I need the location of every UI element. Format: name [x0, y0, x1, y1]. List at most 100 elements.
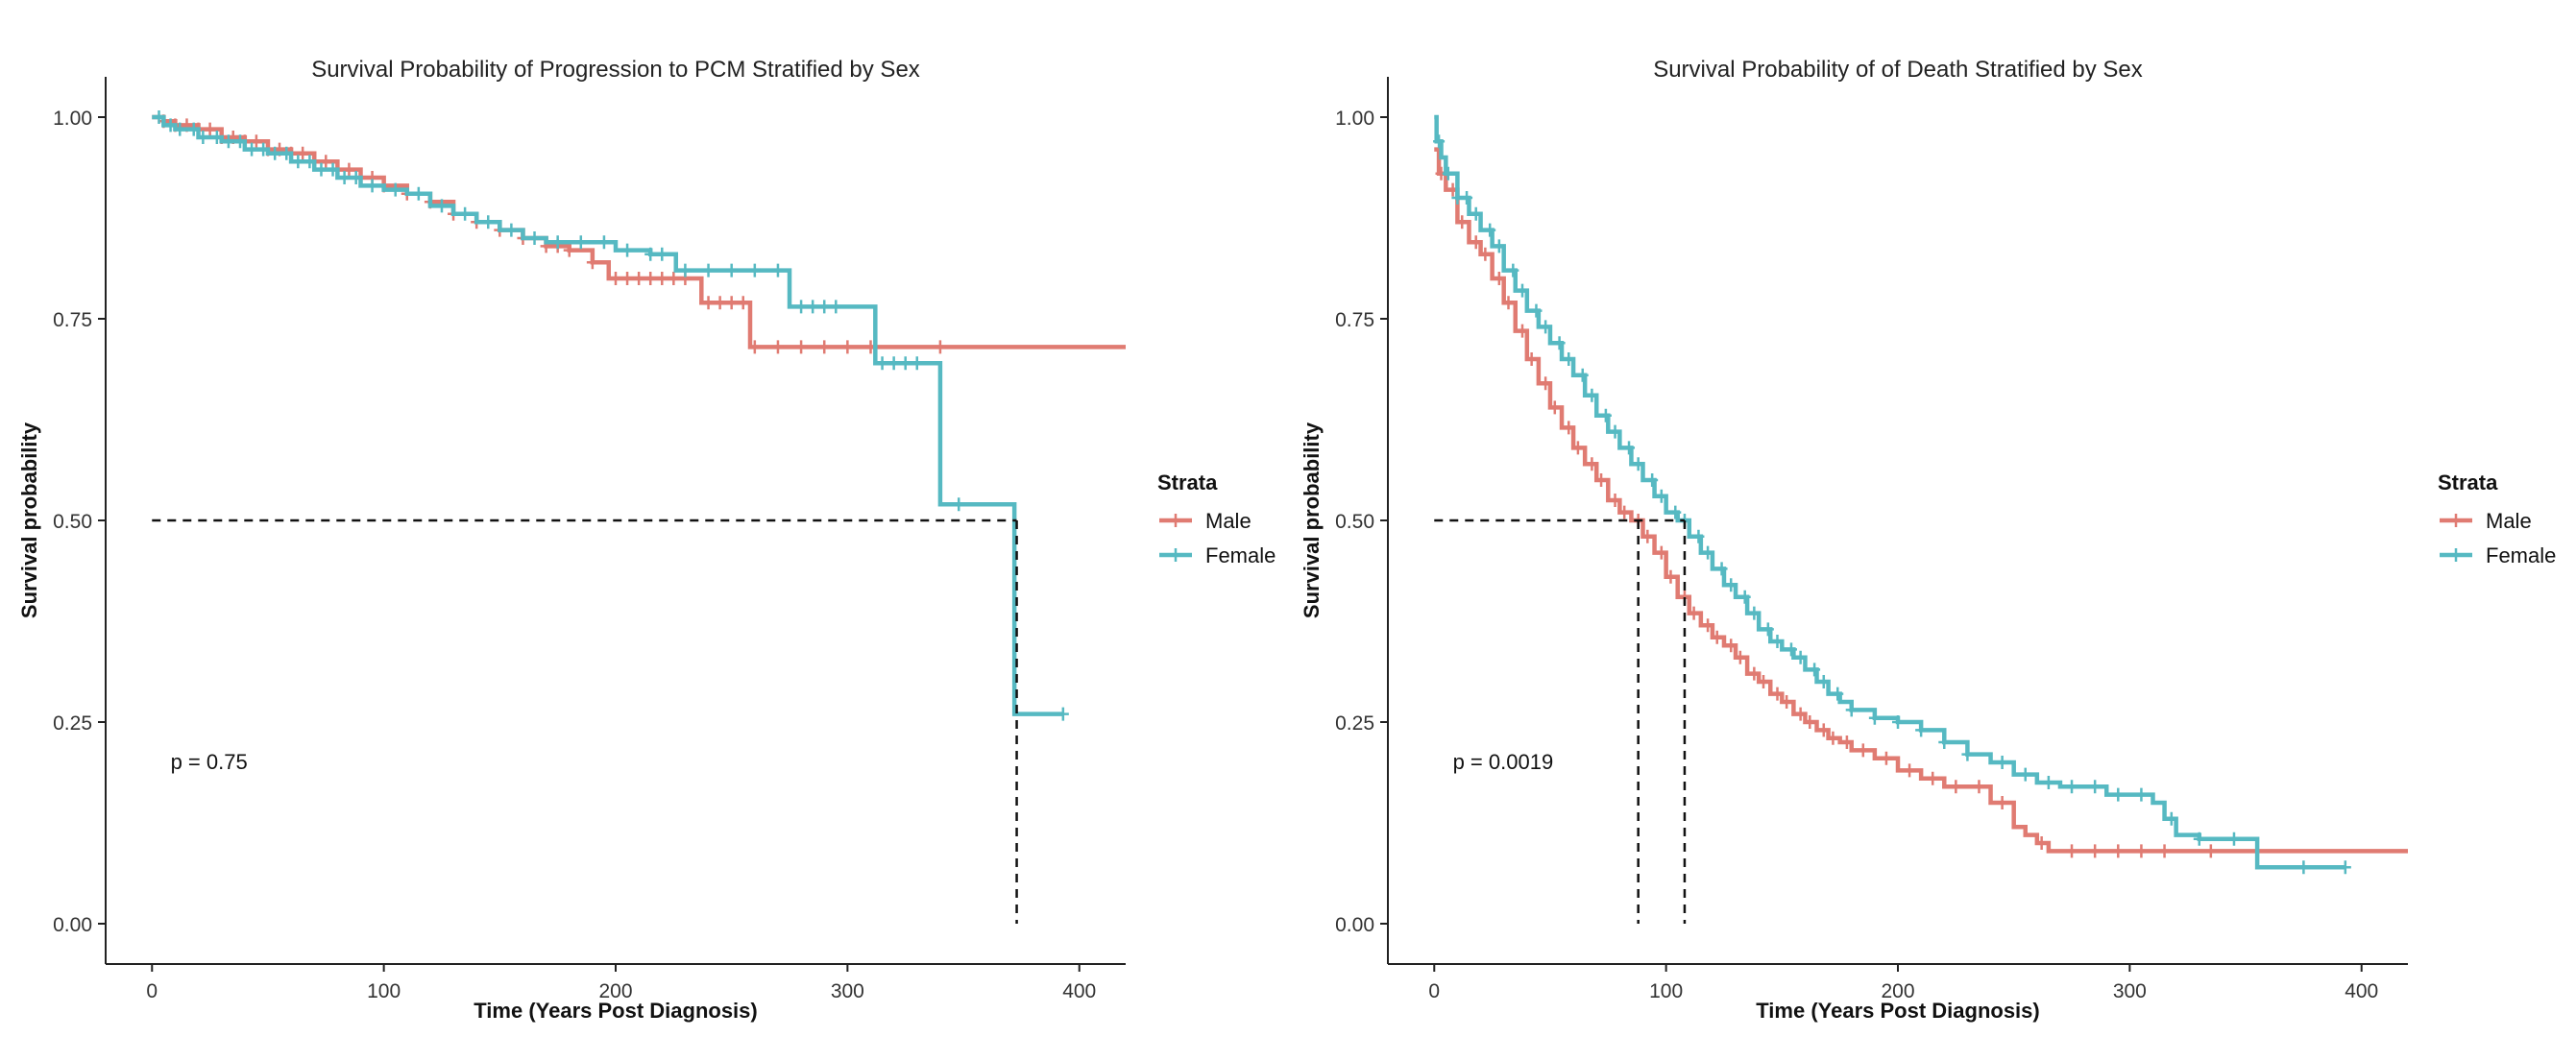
censor-mark [1781, 695, 1793, 709]
censor-mark [1857, 743, 1869, 758]
censor-mark [1669, 505, 1682, 519]
censor-mark [934, 340, 946, 354]
censor-mark [204, 122, 216, 136]
legend-key-censor [1170, 548, 1181, 562]
censor-mark [1832, 687, 1844, 701]
censor-mark [1540, 320, 1552, 334]
censor-mark [2165, 811, 2177, 826]
censor-mark [1762, 622, 1774, 637]
censor-mark [1470, 235, 1482, 250]
censor-mark [1516, 283, 1528, 298]
censor-mark [1632, 457, 1644, 471]
y-tick-label: 0.75 [1335, 309, 1374, 331]
censor-mark [1493, 239, 1505, 253]
censor-mark [1961, 747, 1974, 761]
censor-mark [1973, 780, 1985, 794]
censor-mark [233, 134, 246, 149]
censor-mark [1804, 715, 1816, 729]
censor-mark [1479, 247, 1492, 261]
y-tick-label: 1.00 [53, 108, 92, 130]
censor-mark [1827, 731, 1839, 745]
censor-mark [338, 171, 351, 184]
legend-panel-2: Strata Male Female [2438, 470, 2556, 567]
y-tick-label: 0.00 [53, 914, 92, 936]
censor-mark [1507, 263, 1519, 277]
x-tick-label: 300 [2113, 980, 2147, 1002]
censor-mark [679, 263, 692, 277]
x-tick-label: 400 [1062, 980, 1096, 1002]
censor-mark [459, 206, 472, 221]
censor-mark [482, 215, 495, 229]
survival-curve-male [1434, 147, 2408, 854]
censor-mark [174, 122, 186, 136]
legend-label-male: Male [2486, 509, 2532, 533]
censor-mark [1493, 272, 1505, 285]
censor-mark [2019, 767, 2031, 782]
censor-mark [1655, 489, 1667, 503]
censor-mark [899, 356, 911, 371]
censor-mark [1609, 424, 1621, 439]
censor-mark [1758, 675, 1770, 688]
censor-mark [1817, 723, 1830, 737]
censor-mark [1794, 707, 1807, 721]
censor-mark [315, 162, 328, 177]
chart-title: Survival Probability of of Death Stratif… [1653, 57, 2143, 83]
censor-mark [2042, 776, 2054, 789]
censor-mark [1817, 675, 1830, 688]
censor-mark [1904, 763, 1916, 778]
legend-title: Strata [1157, 470, 1218, 494]
censor-mark [1470, 206, 1482, 221]
censor-mark [725, 296, 738, 310]
y-tick-label: 0.50 [1335, 511, 1374, 533]
censor-mark [633, 272, 645, 285]
survival-curve-female [152, 114, 1063, 716]
censor-mark [2089, 844, 2102, 858]
series-female [1433, 114, 2351, 875]
censor-mark [748, 340, 761, 354]
x-tick-label: 400 [2345, 980, 2378, 1002]
censor-mark [435, 199, 448, 213]
censor-mark [656, 272, 668, 285]
censor-mark [725, 263, 738, 277]
censor-mark [1938, 736, 1951, 749]
censor-mark [876, 356, 888, 371]
censor-mark [1530, 303, 1543, 318]
censor-mark [1927, 771, 1939, 785]
censor-mark [2158, 844, 2171, 858]
censor-mark [1771, 635, 1784, 648]
legend-label-male: Male [1205, 509, 1252, 533]
x-tick-label: 200 [598, 980, 632, 1002]
censor-mark [1915, 723, 1928, 737]
censor-mark [644, 247, 657, 261]
censor-mark [1571, 441, 1584, 455]
censor-mark [412, 186, 425, 201]
censor-mark [621, 272, 634, 285]
censor-mark [771, 340, 784, 354]
censor-mark [297, 146, 309, 160]
censor-mark [668, 272, 680, 285]
censor-mark [818, 300, 831, 314]
censor-mark [1586, 457, 1598, 471]
censor-mark [1618, 505, 1631, 519]
censor-mark [644, 272, 657, 285]
censor-mark [1794, 650, 1807, 664]
censor-mark [1771, 687, 1784, 701]
censor-mark [1461, 191, 1473, 205]
censor-mark [327, 162, 339, 177]
censor-mark [350, 171, 362, 184]
censor-mark [887, 356, 900, 371]
censor-mark [505, 223, 518, 237]
censor-mark [1950, 780, 1962, 794]
series-female [152, 110, 1069, 721]
legend-key-censor [2450, 548, 2462, 562]
censor-mark [1502, 296, 1515, 310]
censor-mark [1702, 618, 1714, 633]
censor-mark [1785, 642, 1797, 657]
legend-key-censor [1170, 514, 1181, 527]
censor-mark [528, 231, 541, 245]
censor-mark [818, 340, 831, 354]
censor-mark [771, 263, 784, 277]
y-axis-label: Survival probability [1300, 422, 1324, 618]
censor-mark [2297, 860, 2310, 875]
